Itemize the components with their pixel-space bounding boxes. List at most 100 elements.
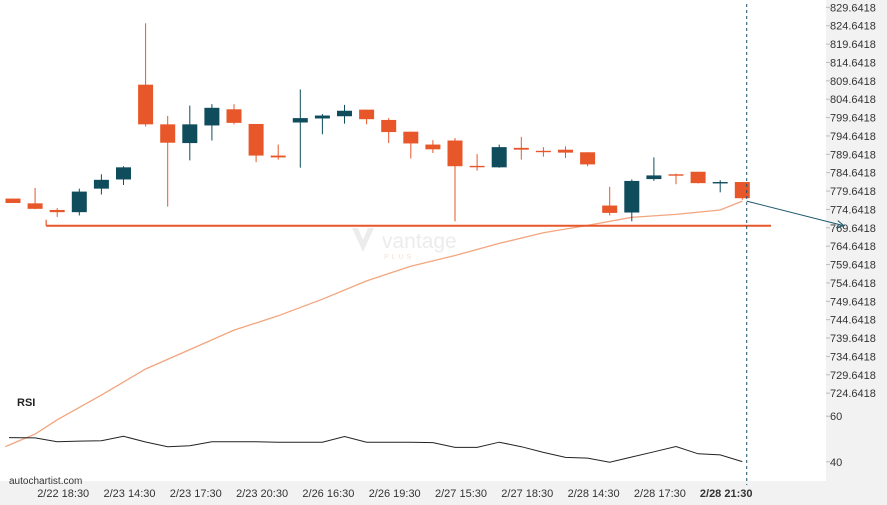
watermark: vantage PLUS bbox=[352, 228, 457, 261]
price-tick-label: 734.6418 bbox=[830, 351, 876, 363]
moving-average-line bbox=[5, 200, 743, 448]
price-tick-label: 739.6418 bbox=[830, 333, 876, 345]
candle-body bbox=[646, 175, 662, 180]
candle bbox=[337, 104, 352, 124]
current-time-layer bbox=[746, 4, 846, 485]
time-tick-label: 2/27 18:30 bbox=[501, 488, 553, 500]
candle-body bbox=[469, 165, 485, 168]
candle bbox=[469, 154, 485, 171]
source-label: autochartist.com bbox=[9, 476, 82, 487]
price-tick-label: 749.6418 bbox=[830, 296, 876, 308]
candle-body bbox=[5, 198, 21, 203]
candle bbox=[248, 123, 264, 163]
time-tick-label: 2/23 20:30 bbox=[236, 488, 288, 500]
candle bbox=[690, 171, 706, 184]
price-tick-label: 764.6418 bbox=[830, 241, 876, 253]
price-tick-label: 794.6418 bbox=[830, 131, 876, 143]
rsi-line bbox=[8, 435, 743, 463]
candle bbox=[734, 182, 750, 200]
moving-average-layer bbox=[5, 200, 743, 448]
candle-body bbox=[712, 182, 728, 184]
candle-body bbox=[270, 155, 286, 158]
candle-body bbox=[226, 109, 242, 123]
price-tick-label: 784.6418 bbox=[830, 168, 876, 180]
candle bbox=[5, 198, 21, 203]
candle bbox=[71, 188, 87, 216]
candle-body bbox=[447, 140, 463, 167]
candle bbox=[580, 152, 596, 167]
candle-body bbox=[403, 131, 419, 144]
candle bbox=[381, 118, 397, 144]
candle-body bbox=[558, 149, 573, 153]
candle-body bbox=[624, 180, 640, 213]
watermark-subtext: PLUS bbox=[384, 254, 414, 261]
candle bbox=[182, 105, 198, 161]
watermark-text: vantage bbox=[382, 230, 457, 253]
price-tick-label: 789.6418 bbox=[830, 149, 876, 161]
support-level-layer bbox=[45, 219, 772, 227]
rsi-tick-label: 60 bbox=[830, 411, 842, 423]
candle-body bbox=[116, 167, 131, 180]
time-tick-label: 2/23 14:30 bbox=[104, 488, 156, 500]
candle-body bbox=[138, 84, 154, 125]
candle-body bbox=[425, 144, 441, 150]
price-tick-label: 829.6418 bbox=[830, 2, 876, 14]
candle bbox=[491, 144, 507, 168]
price-tick-label: 809.6418 bbox=[830, 76, 876, 88]
candle-body bbox=[602, 205, 618, 213]
candle-body bbox=[93, 179, 109, 189]
candle-body bbox=[513, 147, 529, 150]
candle bbox=[712, 180, 728, 193]
price-axis-ticks: 829.6418 824.6418 819.6418 814.6418 809.6418… bbox=[826, 2, 876, 400]
price-tick-label: 769.6418 bbox=[830, 223, 876, 235]
price-tick-label: 814.6418 bbox=[830, 57, 876, 69]
time-tick-label: 2/22 18:30 bbox=[37, 488, 89, 500]
candle bbox=[204, 104, 220, 141]
candle bbox=[314, 114, 330, 135]
time-tick-label: 2/26 16:30 bbox=[302, 488, 354, 500]
projection-line bbox=[746, 200, 845, 227]
candle-body bbox=[248, 123, 264, 156]
candle-body bbox=[668, 174, 684, 176]
candle bbox=[226, 104, 242, 125]
price-tick-label: 744.6418 bbox=[830, 315, 876, 327]
candle-body bbox=[204, 107, 220, 126]
candle bbox=[602, 186, 618, 216]
candle-body bbox=[381, 119, 397, 133]
candle bbox=[270, 144, 286, 160]
candle bbox=[646, 157, 662, 181]
time-axis-background bbox=[0, 481, 887, 505]
rsi-axis-ticks: 60 40 bbox=[826, 411, 842, 469]
price-tick-label: 724.6418 bbox=[830, 388, 876, 400]
candle bbox=[535, 147, 551, 157]
price-tick-label: 729.6418 bbox=[830, 370, 876, 382]
price-tick-label: 779.6418 bbox=[830, 186, 876, 198]
price-tick-label: 759.6418 bbox=[830, 260, 876, 272]
candles-layer bbox=[5, 23, 750, 222]
candle bbox=[513, 136, 529, 160]
watermark-logo-icon bbox=[352, 228, 374, 252]
candle bbox=[93, 174, 109, 195]
candle bbox=[668, 173, 684, 185]
candle bbox=[116, 166, 131, 185]
rsi-axis-background bbox=[826, 398, 887, 480]
candle bbox=[49, 208, 65, 217]
rsi-panel bbox=[8, 435, 743, 463]
projection-arrowhead-icon bbox=[836, 220, 846, 228]
candle-body bbox=[27, 203, 43, 209]
candle-body bbox=[690, 171, 706, 184]
time-axis-ticks: 2/22 18:30 2/23 14:30 2/23 17:30 2/23 20:30… bbox=[37, 488, 752, 500]
candle-body bbox=[734, 182, 750, 199]
price-tick-label: 799.6418 bbox=[830, 113, 876, 125]
candle bbox=[292, 89, 308, 168]
candle-body bbox=[359, 109, 375, 120]
time-tick-label: 2/23 17:30 bbox=[170, 488, 222, 500]
candle-body bbox=[535, 150, 551, 153]
candle-body bbox=[49, 209, 65, 213]
rsi-title: RSI bbox=[17, 397, 35, 409]
candle bbox=[138, 23, 154, 127]
time-tick-label: 2/28 21:30 bbox=[700, 488, 753, 500]
price-tick-label: 824.6418 bbox=[830, 21, 876, 33]
candle bbox=[359, 109, 375, 125]
